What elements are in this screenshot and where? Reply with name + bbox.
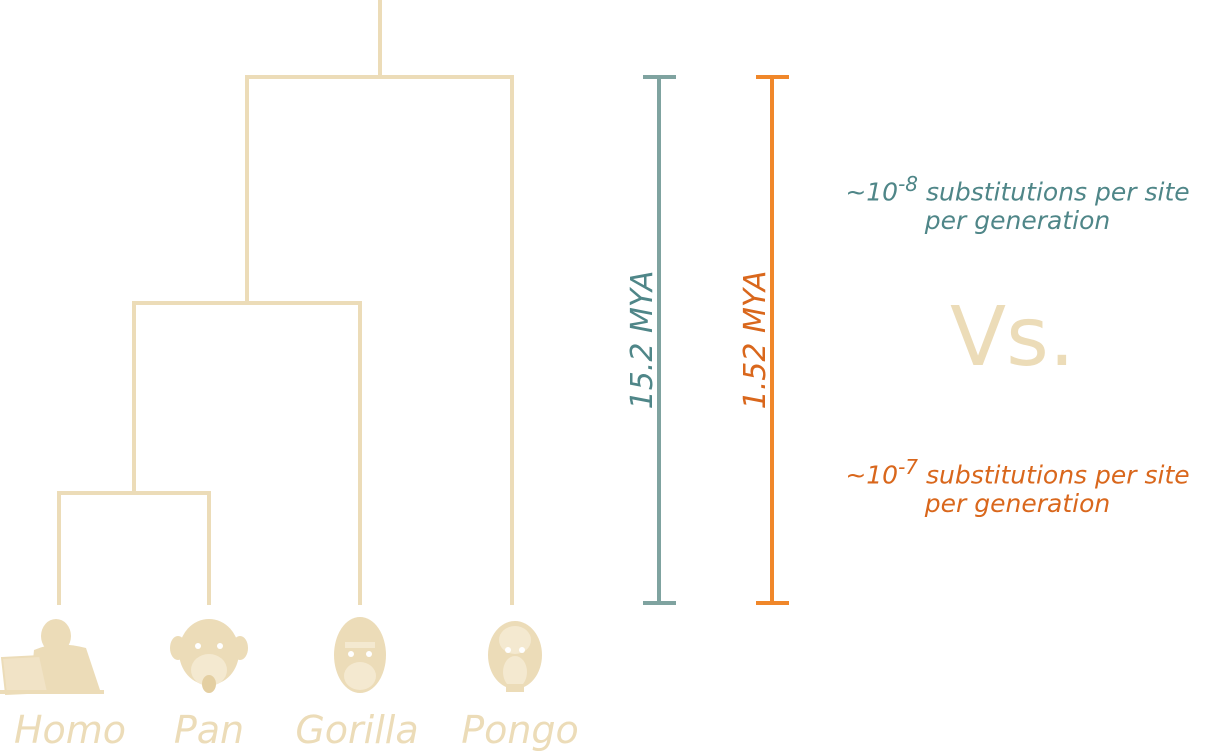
rate-line-1: ~10-8 substitutions per site	[845, 172, 1190, 207]
scale-bar-1-52	[756, 75, 789, 605]
taxon-label-homo: Homo	[13, 708, 127, 752]
rate-line-2: per generation	[924, 206, 1111, 236]
scale-bar-15-2	[643, 75, 676, 605]
chimpanzee-icon	[170, 619, 248, 693]
rate-line-2: per generation	[924, 489, 1111, 519]
gorilla-icon	[334, 617, 386, 693]
taxon-label-pan: Pan	[173, 708, 245, 752]
node-homininae	[132, 301, 362, 605]
human-at-laptop-icon	[0, 619, 104, 696]
orangutan-icon	[488, 621, 542, 692]
taxon-label-pongo: Pongo	[461, 708, 579, 752]
scale-label-1-52: 1.52 MYA	[738, 271, 773, 410]
mutation-rate-slow: ~10-8 substitutions per site per generat…	[826, 172, 1209, 235]
taxon-label-gorilla: Gorilla	[295, 708, 419, 752]
mutation-rate-fast: ~10-7 substitutions per site per generat…	[826, 455, 1209, 518]
versus-label: Vs.	[950, 290, 1075, 385]
phylogenetic-tree	[57, 0, 514, 605]
node-hominini	[57, 491, 211, 605]
scale-label-15-2: 15.2 MYA	[625, 271, 660, 410]
node-root	[245, 75, 514, 605]
rate-line-1: ~10-7 substitutions per site	[845, 455, 1190, 490]
